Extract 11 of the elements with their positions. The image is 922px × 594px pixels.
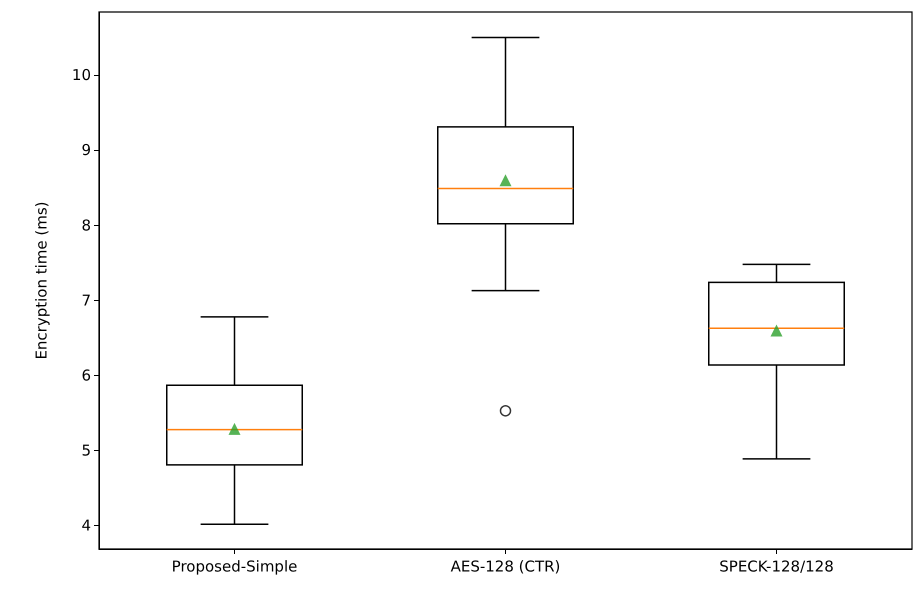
y-tick-label: 6 xyxy=(81,366,91,385)
y-tick-label: 7 xyxy=(81,291,91,310)
y-tick-label: 10 xyxy=(72,66,91,84)
y-tick-label: 5 xyxy=(81,442,91,460)
x-tick-label: AES-128 (CTR) xyxy=(450,558,560,576)
x-tick-label: Proposed-Simple xyxy=(172,558,298,576)
y-tick-label: 4 xyxy=(81,516,91,535)
x-tick-label: SPECK-128/128 xyxy=(719,558,834,576)
y-axis-title: Encryption time (ms) xyxy=(32,201,50,360)
y-tick-label: 8 xyxy=(81,216,91,234)
y-tick-label: 9 xyxy=(81,141,91,160)
